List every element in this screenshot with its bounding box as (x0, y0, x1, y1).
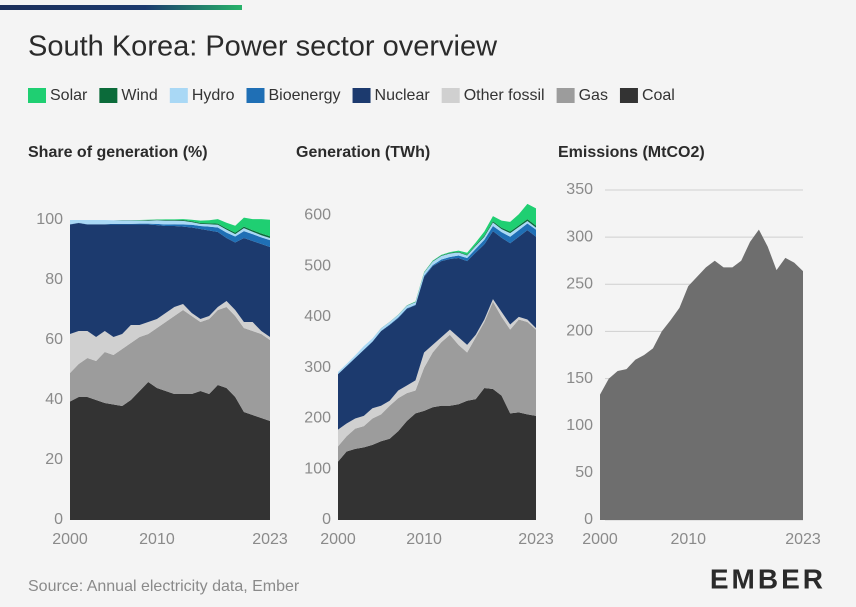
source: Source: Annual electricity data, Ember (28, 578, 300, 595)
x-tick-label: 2010 (670, 531, 706, 548)
legend-label: Bioenergy (269, 87, 341, 104)
legend-label: Nuclear (375, 87, 431, 104)
y-tick-label: 60 (45, 331, 63, 348)
legend-swatch (619, 88, 638, 103)
legend-swatch (352, 88, 371, 103)
panel-title: Generation (TWh) (296, 144, 430, 161)
legend-label: Wind (121, 87, 157, 104)
area (70, 223, 270, 337)
x-tick-label: 2010 (406, 531, 442, 548)
y-tick-label: 0 (322, 511, 331, 528)
y-tick-label: 150 (566, 370, 593, 387)
y-tick-label: 250 (566, 276, 593, 293)
x-tick-label: 2000 (320, 531, 356, 548)
legend-label: Hydro (192, 87, 235, 104)
y-tick-label: 100 (566, 417, 593, 434)
y-tick-label: 0 (54, 511, 63, 528)
legend-swatch (169, 88, 188, 103)
y-tick-label: 100 (36, 211, 63, 228)
page-title: South Korea: Power sector overview (28, 31, 498, 63)
x-tick-label: 2023 (252, 531, 288, 548)
area (70, 217, 270, 237)
legend-swatch (441, 88, 460, 103)
y-tick-label: 20 (45, 451, 63, 468)
legend-swatch (28, 88, 46, 103)
legend-label: Coal (642, 87, 675, 104)
area (338, 230, 536, 430)
y-tick-label: 100 (304, 460, 331, 477)
legend-swatch (99, 88, 118, 103)
y-tick-label: 200 (566, 323, 593, 340)
x-tick-label: 2000 (52, 531, 88, 548)
panel-title: Emissions (MtCO2) (558, 144, 705, 161)
y-tick-label: 300 (566, 228, 593, 245)
area (70, 220, 270, 241)
y-tick-label: 600 (304, 207, 331, 224)
top-bar (0, 5, 242, 10)
area (338, 388, 536, 520)
x-tick-label: 2023 (785, 531, 821, 548)
y-tick-label: 80 (45, 271, 63, 288)
area (70, 307, 270, 421)
x-tick-label: 2010 (139, 531, 175, 548)
x-tick-label: 2023 (518, 531, 554, 548)
x-tick-label: 2000 (582, 531, 618, 548)
y-tick-label: 500 (304, 257, 331, 274)
area (70, 301, 270, 373)
legend-label: Other fossil (464, 87, 545, 104)
area (70, 222, 270, 247)
y-tick-label: 300 (304, 359, 331, 376)
y-tick-label: 50 (575, 464, 593, 481)
area (338, 223, 536, 375)
area (70, 382, 270, 520)
logo: EMBER (710, 563, 826, 594)
y-tick-label: 40 (45, 391, 63, 408)
legend-label: Gas (579, 87, 608, 104)
legend-swatch (246, 88, 265, 103)
y-tick-label: 200 (304, 410, 331, 427)
area (600, 229, 803, 520)
legend-label: Solar (50, 87, 88, 104)
legend-swatch (556, 88, 575, 103)
y-tick-label: 400 (304, 308, 331, 325)
y-tick-label: 0 (584, 511, 593, 528)
area (338, 203, 536, 373)
y-tick-label: 350 (566, 181, 593, 198)
area (338, 301, 536, 462)
panel-title: Share of generation (%) (28, 144, 208, 161)
